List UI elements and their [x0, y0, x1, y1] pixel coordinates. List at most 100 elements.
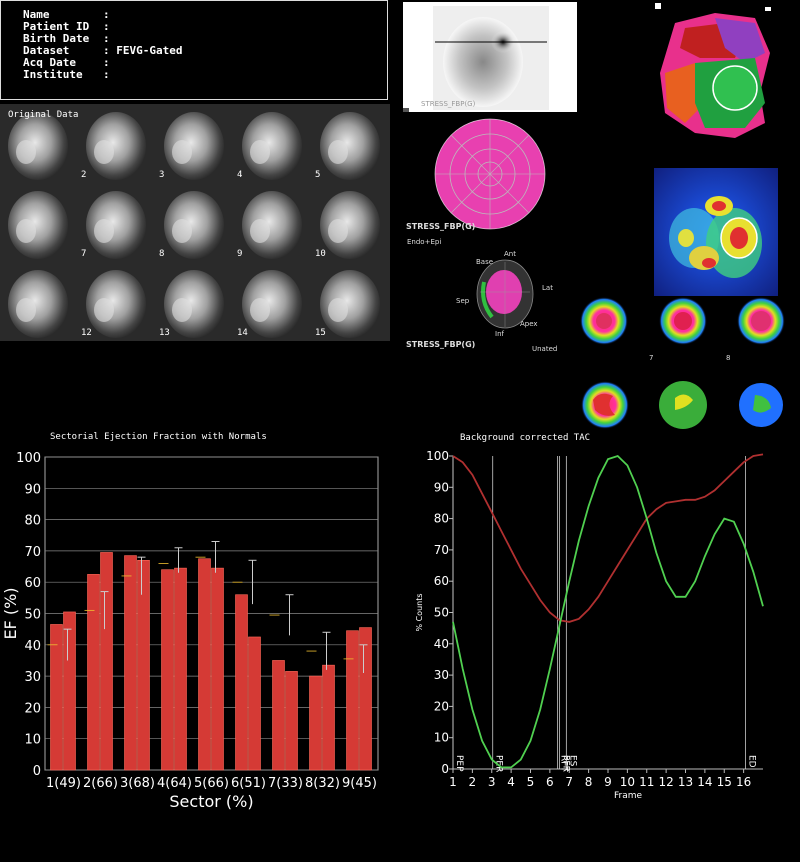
- bar-series-1: [346, 630, 359, 771]
- frame-number: 3: [159, 170, 165, 180]
- slice-number-a: 7: [649, 354, 654, 362]
- y-tick-label: 70: [434, 543, 449, 557]
- y-tick-label: 0: [441, 762, 449, 776]
- frame-thumbnail[interactable]: 12: [78, 262, 156, 341]
- y-tick-label: 10: [24, 733, 41, 748]
- bar-series-2: [211, 567, 224, 771]
- y-axis-label: EF (%): [1, 587, 20, 639]
- x-tick-label: 10: [620, 775, 635, 789]
- marker-label: PER: [494, 755, 504, 772]
- y-tick-label: 20: [434, 699, 449, 713]
- x-tick-label: 2(66): [83, 776, 118, 791]
- patient-info-row: Patient ID:: [23, 21, 182, 33]
- patient-info-label: Name: [23, 8, 50, 21]
- bar-series-2: [63, 611, 76, 771]
- frame-image: [0, 104, 78, 183]
- frame-thumbnail[interactable]: [0, 104, 78, 183]
- frame-image: [312, 183, 390, 262]
- marker-label: PFR: [561, 755, 571, 772]
- frame-thumbnail[interactable]: [0, 183, 78, 262]
- y-tick-label: 100: [16, 451, 41, 466]
- y-tick-label: 80: [434, 512, 449, 526]
- x-tick-label: 1(49): [46, 776, 81, 791]
- frame-image: [156, 183, 234, 262]
- frame-thumbnail[interactable]: 14: [234, 262, 312, 341]
- patient-info-row: Dataset: FEVG-Gated: [23, 45, 182, 57]
- x-tick-label: 9: [604, 775, 612, 789]
- bar-series-1: [235, 594, 248, 771]
- marker-label: PEP: [454, 755, 464, 772]
- patient-info-label: Institute: [23, 68, 83, 81]
- y-axis-label: % Counts: [415, 593, 424, 631]
- frame-image: [312, 104, 390, 183]
- x-tick-label: 4(64): [157, 776, 192, 791]
- tac-chart-panel: Background corrected TAC 0 10 20 30 40 50 60 70…: [400, 425, 800, 805]
- patient-info-colon: :: [103, 44, 117, 57]
- y-tick-label: 50: [24, 608, 41, 623]
- x-tick-label: 13: [678, 775, 693, 789]
- frame-thumbnail[interactable]: 13: [156, 262, 234, 341]
- x-tick-label: 14: [697, 775, 712, 789]
- frame-thumbnail[interactable]: 3: [156, 104, 234, 183]
- x-axis-label: Sector (%): [169, 792, 253, 811]
- frame-thumbnail[interactable]: 2: [78, 104, 156, 183]
- frame-thumbnail[interactable]: [0, 262, 78, 341]
- y-tick-label: 40: [434, 637, 449, 651]
- polar-map: [433, 118, 553, 238]
- bar-series-1: [50, 624, 63, 771]
- frame-number: 15: [315, 328, 326, 338]
- frame-thumbnail[interactable]: 15: [312, 262, 390, 341]
- y-tick-label: 100: [426, 449, 449, 463]
- bar-series-2: [248, 636, 261, 771]
- y-tick-label: 90: [434, 480, 449, 494]
- planar-image-canvas: [403, 6, 549, 112]
- frame-number: 10: [315, 249, 326, 259]
- y-tick-label: 10: [434, 731, 449, 745]
- patient-info-row: Name:: [23, 9, 182, 21]
- x-tick-label: 6: [546, 775, 554, 789]
- frame-thumbnail[interactable]: 4: [234, 104, 312, 183]
- frame-thumbnail[interactable]: 9: [234, 183, 312, 262]
- label-ant: Ant: [504, 250, 516, 258]
- surface-3d-label: STRESS_FBP(G): [406, 340, 476, 349]
- frame-thumbnail[interactable]: 8: [156, 183, 234, 262]
- frame-number: 4: [237, 170, 243, 180]
- frame-image: [78, 104, 156, 183]
- frame-number: 2: [81, 170, 87, 180]
- x-tick-label: 7(33): [268, 776, 303, 791]
- patient-info-label: Acq Date: [23, 56, 76, 69]
- x-tick-label: 16: [736, 775, 751, 789]
- frame-thumbnail[interactable]: 7: [78, 183, 156, 262]
- spect-slice: [654, 168, 778, 296]
- frame-number: 5: [315, 170, 321, 180]
- y-tick-label: 30: [24, 670, 41, 685]
- y-tick-label: 90: [24, 482, 41, 497]
- frame-thumbnail[interactable]: 10: [312, 183, 390, 262]
- planar-image-label: STRESS_FBP(G): [421, 100, 476, 108]
- label-inf: Inf: [495, 330, 504, 338]
- frame-image: [78, 262, 156, 341]
- x-tick-label: 9(45): [342, 776, 377, 791]
- y-tick-label: 80: [24, 514, 41, 529]
- frame-number: 13: [159, 328, 170, 338]
- original-data-panel: 2 3 4 5 7 8 9 10 12 13 14 15 Original Data: [0, 104, 390, 341]
- x-tick-label: 3: [488, 775, 496, 789]
- patient-info-label: Dataset: [23, 44, 70, 57]
- frame-thumbnail[interactable]: 5: [312, 104, 390, 183]
- bar-series-2: [174, 567, 187, 771]
- ef-chart-panel: Sectorial Ejection Fraction with Normals…: [0, 425, 390, 815]
- x-tick-label: 2: [469, 775, 477, 789]
- frame-number: 7: [81, 249, 87, 259]
- x-tick-label: 1: [449, 775, 457, 789]
- patient-info-colon: :: [103, 20, 117, 33]
- marker-label: RFT: [559, 755, 569, 772]
- y-tick-label: 50: [434, 606, 449, 620]
- slice-number-b: 8: [726, 354, 731, 362]
- patient-info-colon: :: [103, 8, 117, 21]
- frame-image: [0, 183, 78, 262]
- frame-image: [234, 183, 312, 262]
- patient-info-label: Patient ID: [23, 20, 90, 33]
- frame-image: [234, 262, 312, 341]
- y-tick-label: 20: [24, 701, 41, 716]
- x-tick-label: 8: [585, 775, 593, 789]
